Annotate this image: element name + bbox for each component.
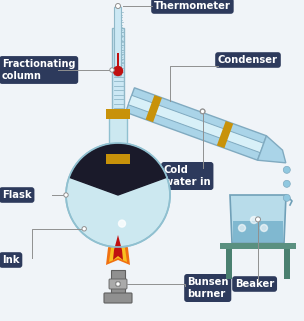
Polygon shape (257, 136, 286, 163)
Circle shape (261, 224, 268, 231)
Polygon shape (126, 88, 266, 160)
Circle shape (250, 216, 257, 223)
Circle shape (116, 282, 120, 287)
Circle shape (64, 193, 68, 197)
Text: Ink: Ink (2, 255, 19, 265)
FancyBboxPatch shape (115, 7, 122, 76)
FancyBboxPatch shape (220, 243, 296, 249)
Circle shape (283, 194, 290, 201)
Circle shape (283, 180, 290, 187)
Circle shape (116, 4, 120, 8)
Circle shape (200, 109, 205, 114)
Circle shape (110, 68, 114, 72)
FancyBboxPatch shape (233, 221, 283, 242)
FancyBboxPatch shape (104, 293, 132, 303)
Polygon shape (109, 228, 127, 262)
FancyBboxPatch shape (226, 249, 232, 279)
Text: Beaker: Beaker (235, 279, 274, 289)
Circle shape (119, 220, 126, 227)
Text: Bunsen
burner: Bunsen burner (187, 277, 229, 299)
FancyBboxPatch shape (109, 112, 127, 158)
Text: Thermometer: Thermometer (154, 1, 231, 11)
FancyBboxPatch shape (106, 153, 130, 164)
Circle shape (255, 217, 261, 222)
FancyBboxPatch shape (111, 270, 125, 294)
FancyBboxPatch shape (109, 279, 127, 289)
Polygon shape (128, 95, 264, 153)
Circle shape (66, 143, 170, 247)
Circle shape (283, 166, 290, 173)
Polygon shape (217, 121, 233, 148)
Polygon shape (113, 235, 123, 260)
FancyBboxPatch shape (106, 109, 130, 119)
FancyBboxPatch shape (117, 53, 119, 73)
Text: Cold
water in: Cold water in (164, 165, 211, 187)
Polygon shape (106, 225, 130, 265)
Wedge shape (70, 144, 166, 195)
Circle shape (200, 109, 205, 114)
Circle shape (113, 66, 123, 75)
Circle shape (82, 227, 86, 231)
Text: Fractionating
column: Fractionating column (2, 59, 75, 81)
Text: Flask: Flask (2, 190, 32, 200)
FancyBboxPatch shape (284, 249, 290, 279)
Text: Condenser: Condenser (218, 55, 278, 65)
Circle shape (239, 224, 246, 231)
Circle shape (116, 282, 120, 286)
FancyBboxPatch shape (112, 28, 124, 112)
Polygon shape (146, 95, 162, 122)
Polygon shape (230, 195, 286, 243)
